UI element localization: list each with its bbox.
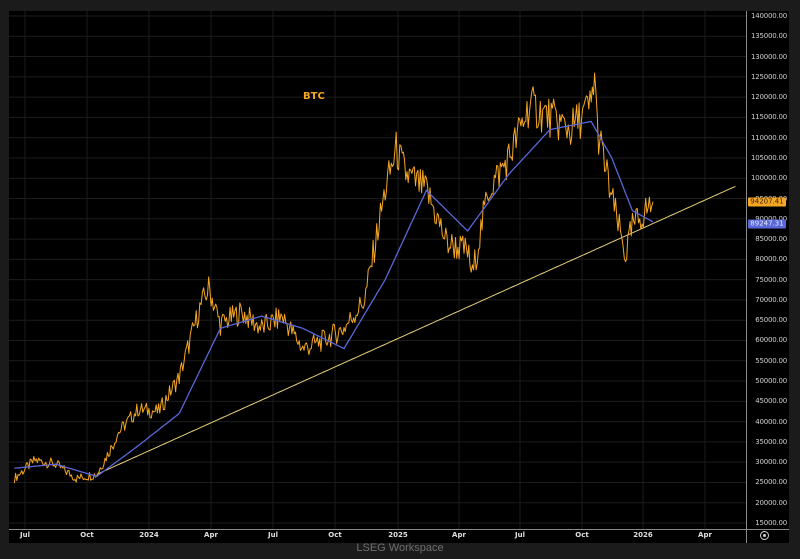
chart-canvas (9, 11, 746, 529)
x-tick-label: 2026 (633, 531, 653, 539)
x-axis[interactable]: Jul Oct 2024 Apr Jul Oct 2025 Apr Jul Oct 2026 Apr (9, 529, 746, 543)
y-tick-label: 25000.00 (755, 478, 787, 487)
y-tick-label: 15000.00 (755, 519, 787, 527)
price-line[interactable] (13, 72, 654, 484)
series-label: BTC (303, 91, 325, 102)
x-tick-label: Apr (452, 531, 466, 539)
last-price-tag: 94207.41 (748, 197, 786, 207)
x-tick-label: Oct (80, 531, 94, 539)
y-tick-label: 55000.00 (755, 356, 787, 365)
y-tick-label: 75000.00 (755, 275, 787, 284)
y-tick-label: 110000.00 (750, 133, 787, 142)
x-tick-label: Oct (575, 531, 589, 539)
y-tick-label: 20000.00 (755, 498, 787, 507)
moving-average-line[interactable] (14, 120, 654, 478)
y-tick-label: 130000.00 (750, 52, 787, 61)
y-tick-label: 50000.00 (755, 377, 787, 386)
y-tick-label: 90000.00 (755, 215, 787, 223)
y-tick-label: 80000.00 (755, 255, 787, 264)
y-tick-label: 105000.00 (750, 153, 787, 162)
y-tick-label: 100000.00 (750, 174, 787, 183)
x-tick-label: Jul (515, 531, 525, 539)
watermark: LSEG Workspace (356, 542, 444, 554)
y-tick-label: 135000.00 (750, 32, 787, 41)
x-tick-label: Jul (20, 531, 30, 539)
x-tick-label: Apr (204, 531, 218, 539)
y-tick-label: 45000.00 (755, 397, 787, 406)
x-tick-label: Apr (698, 531, 712, 539)
y-tick-label: 65000.00 (755, 316, 787, 325)
x-tick-label: 2025 (388, 531, 408, 539)
x-tick-label: 2024 (139, 531, 159, 539)
moving-average-tag: 89247.31 (748, 219, 786, 229)
x-tick-label: Jul (268, 531, 278, 539)
y-axis[interactable]: 140000.00 135000.00 130000.00 125000.00 1200… (746, 11, 789, 529)
y-tick-label: 125000.00 (750, 72, 787, 81)
y-tick-label: 120000.00 (750, 93, 787, 102)
y-tick-label: 60000.00 (755, 336, 787, 345)
y-tick-label: 30000.00 (755, 458, 787, 467)
y-tick-label: 40000.00 (755, 417, 787, 426)
y-tick-label: 35000.00 (755, 437, 787, 446)
axis-corner (746, 529, 789, 543)
chart-plot-area[interactable]: BTC (9, 11, 746, 529)
y-tick-label: 70000.00 (755, 295, 787, 304)
x-tick-label: Oct (328, 531, 342, 539)
settings-icon[interactable] (760, 531, 769, 540)
y-tick-label: 115000.00 (750, 113, 787, 122)
y-tick-label: 140000.00 (750, 12, 787, 20)
trend-line[interactable] (96, 185, 736, 475)
y-tick-label: 85000.00 (755, 235, 787, 244)
